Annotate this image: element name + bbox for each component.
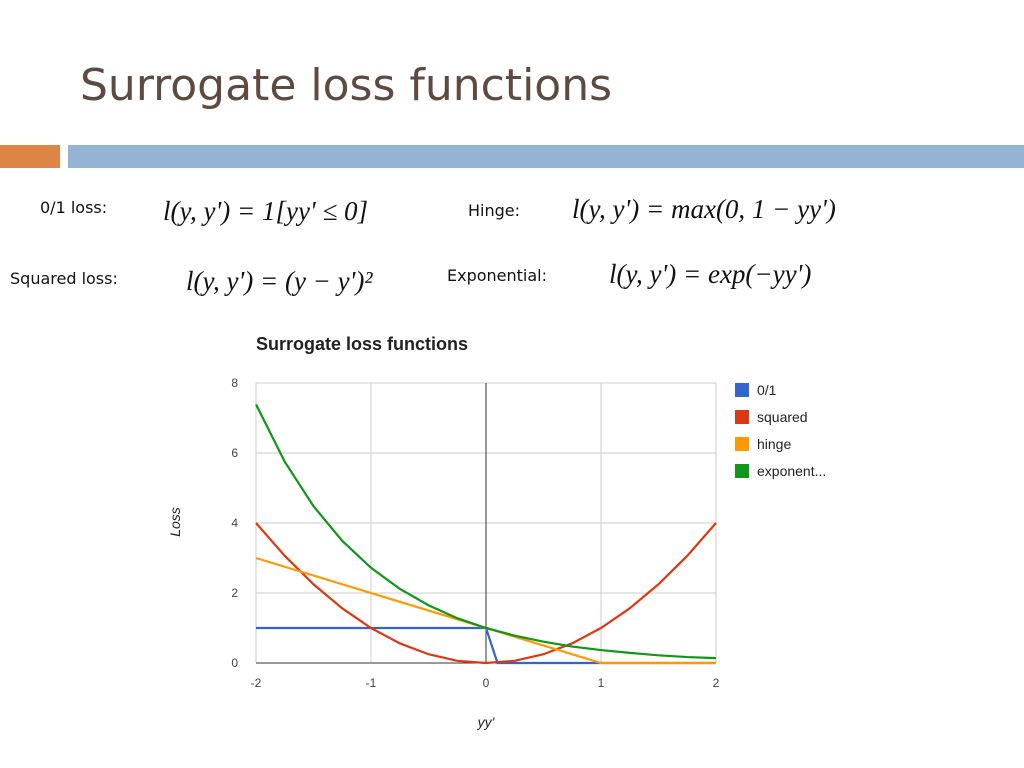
x-tick-label: -1 [366,676,377,690]
chart-title: Surrogate loss functions [256,334,468,354]
y-tick-label: 6 [231,446,238,460]
y-tick-label: 2 [231,586,238,600]
series-line [255,556,716,665]
y-tick-label: 8 [231,376,238,390]
legend-swatch [735,410,749,424]
legend-label: exponent... [757,463,826,479]
formula: l(y, y') = exp(−yy') [609,259,811,289]
y-axis-label: Loss [167,507,183,537]
formula-label: Exponential: [447,266,547,285]
x-tick-label: 2 [713,676,720,690]
x-tick-label: 1 [598,676,605,690]
legend-swatch [735,383,749,397]
legend-swatch [735,437,749,451]
legend-swatch [735,464,749,478]
x-axis-label: yy' [477,714,496,730]
legend-label: 0/1 [757,382,777,398]
formula-label: Hinge: [468,201,520,220]
formula: l(y, y') = (y − y')² [186,266,373,296]
legend-label: squared [757,409,808,425]
y-tick-label: 4 [231,516,238,530]
series-line [255,522,717,665]
formula-label: Squared loss: [10,269,118,288]
formula-label: 0/1 loss: [40,198,107,217]
accent-bar [0,145,60,168]
y-tick-label: 0 [231,656,238,670]
accent-bar [68,145,1024,168]
x-tick-label: -2 [251,676,262,690]
legend-label: hinge [757,436,791,452]
formula: l(y, y') = 1[yy' ≤ 0] [163,196,368,226]
x-tick-label: 0 [483,676,490,690]
series-line [255,403,717,660]
slide-title: Surrogate loss functions [80,60,612,111]
formula: l(y, y') = max(0, 1 − yy') [572,194,836,224]
